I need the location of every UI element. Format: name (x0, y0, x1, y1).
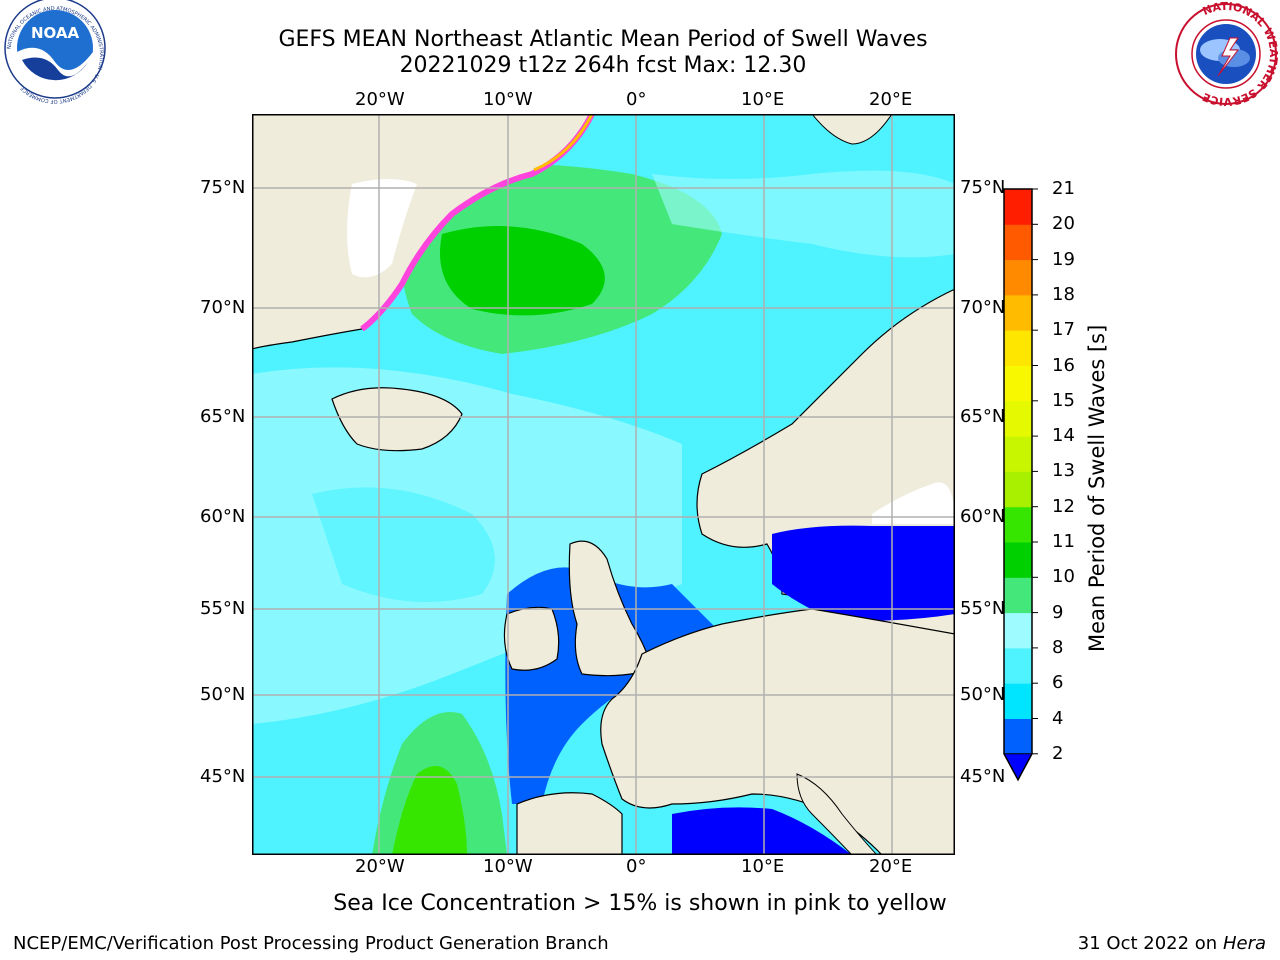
sea-ice-edge-yellow (533, 114, 594, 172)
map-title: GEFS MEAN Northeast Atlantic Mean Period… (278, 27, 928, 52)
footer-host: Hera (1222, 933, 1266, 954)
colorbar-segment (1004, 718, 1032, 755)
swell-zone-8-9s-ne (652, 170, 955, 258)
lon-label-top-20e: 20°E (869, 89, 913, 110)
colorbar (1003, 188, 1038, 782)
nws-logo-icon: NATIONAL WEATHER SERVICE (1172, 0, 1280, 110)
colorbar-tick-label: 15 (1052, 389, 1075, 411)
colorbar-tick-label: 8 (1052, 636, 1064, 658)
colorbar-segment (1004, 436, 1032, 472)
colorbar-tick-label: 21 (1052, 178, 1075, 199)
italy-land (796, 773, 878, 855)
lat-label-right-70n: 70°N (960, 297, 1006, 318)
graticule (252, 114, 955, 855)
lon-label-bottom-0: 0° (626, 856, 647, 877)
colorbar-segment (1004, 612, 1032, 649)
colorbar-segment (1004, 647, 1032, 684)
colorbar-segment (1004, 400, 1032, 437)
lat-label-left-65n: 65°N (200, 406, 246, 427)
colorbar-segment (1004, 683, 1032, 719)
continental-europe-land (600, 608, 955, 855)
colorbar-tick-label: 12 (1052, 495, 1075, 517)
lat-label-right-60n: 60°N (960, 506, 1006, 527)
colorbar-tick-label: 20 (1052, 213, 1075, 235)
mediterranean-sea (672, 807, 852, 855)
lon-label-bottom-10w: 10°W (483, 856, 533, 877)
colorbar-tick-label: 11 (1052, 531, 1075, 552)
swell-zone-11-12s-south (392, 766, 467, 855)
swell-zone-10-11s-north (440, 226, 605, 316)
colorbar-segment (1004, 471, 1032, 508)
colorbar-segment (1004, 542, 1032, 578)
colorbar-under-triangle (1003, 753, 1033, 781)
sea-ice-caption: Sea Ice Concentration > 15% is shown in … (333, 891, 947, 916)
colorbar-frame (1003, 188, 1033, 782)
colorbar-tick-label: 9 (1052, 601, 1064, 623)
lat-label-left-60n: 60°N (200, 506, 246, 527)
swell-zone-6-8s-patch (312, 487, 495, 602)
iberia-land (516, 792, 623, 855)
swell-period-map (252, 114, 955, 855)
iceland-land (331, 387, 463, 452)
colorbar-segment (1004, 189, 1032, 225)
footer-credit: NCEP/EMC/Verification Post Processing Pr… (13, 933, 609, 954)
colorbar-segment (1004, 224, 1032, 261)
lat-label-left-75n: 75°N (200, 177, 246, 198)
lat-label-left-70n: 70°N (200, 297, 246, 318)
colorbar-segment (1004, 259, 1032, 296)
colorbar-tick-label: 2 (1052, 742, 1064, 764)
lon-label-bottom-20w: 20°W (355, 856, 405, 877)
colorbar-tick-label: 6 (1052, 672, 1064, 694)
lat-label-right-45n: 45°N (960, 766, 1006, 787)
colorbar-tick-label: 10 (1052, 566, 1075, 588)
colorbar-segment (1004, 506, 1032, 543)
colorbar-tick-label: 16 (1052, 354, 1075, 376)
colorbar-tick-label: 18 (1052, 283, 1075, 305)
footer-date: 31 Oct 2022 on Hera (1078, 933, 1266, 955)
swell-zone-2-4s-coastal (505, 567, 722, 804)
lon-label-bottom-20e: 20°E (869, 856, 913, 877)
svalbard-land (811, 114, 893, 145)
colorbar-tick-label: 19 (1052, 248, 1075, 270)
colorbar-tick-label: 13 (1052, 460, 1075, 482)
colorbar-segment (1004, 330, 1032, 366)
lat-label-left-50n: 50°N (200, 684, 246, 705)
lon-label-top-10e: 10°E (741, 89, 785, 110)
footer-date-text: 31 Oct 2022 on (1077, 933, 1223, 954)
colorbar-segment (1004, 365, 1032, 402)
greenland-ice-white (347, 179, 417, 278)
colorbar-segment (1004, 294, 1032, 331)
baltic-sea (772, 525, 955, 621)
colorbar-segment (1004, 577, 1032, 614)
noaa-logo-icon: NOAA NATIONAL OCEANIC AND ATMOSPHERIC AD… (0, 0, 110, 110)
ireland-land (503, 606, 560, 671)
colorbar-tick-label: 17 (1052, 319, 1075, 341)
map-subtitle: 20221029 t12z 264h fcst Max: 12.30 (399, 53, 807, 78)
colorbar-tick-label: 4 (1052, 707, 1064, 729)
lat-label-left-45n: 45°N (200, 766, 246, 787)
lon-label-top-0: 0° (626, 89, 647, 110)
noaa-logo-text: NOAA (31, 24, 80, 42)
lon-label-top-10w: 10°W (483, 89, 533, 110)
lat-label-left-55n: 55°N (200, 598, 246, 619)
colorbar-title: Mean Period of Swell Waves [s] (1085, 324, 1109, 652)
lat-label-right-65n: 65°N (960, 406, 1006, 427)
lon-label-bottom-10e: 10°E (741, 856, 785, 877)
map-frame (252, 114, 955, 855)
lat-label-right-75n: 75°N (960, 177, 1006, 198)
colorbar-tick-label: 14 (1052, 425, 1075, 447)
lat-label-right-50n: 50°N (960, 684, 1006, 705)
lon-label-top-20w: 20°W (355, 89, 405, 110)
lat-label-right-55n: 55°N (960, 598, 1006, 619)
